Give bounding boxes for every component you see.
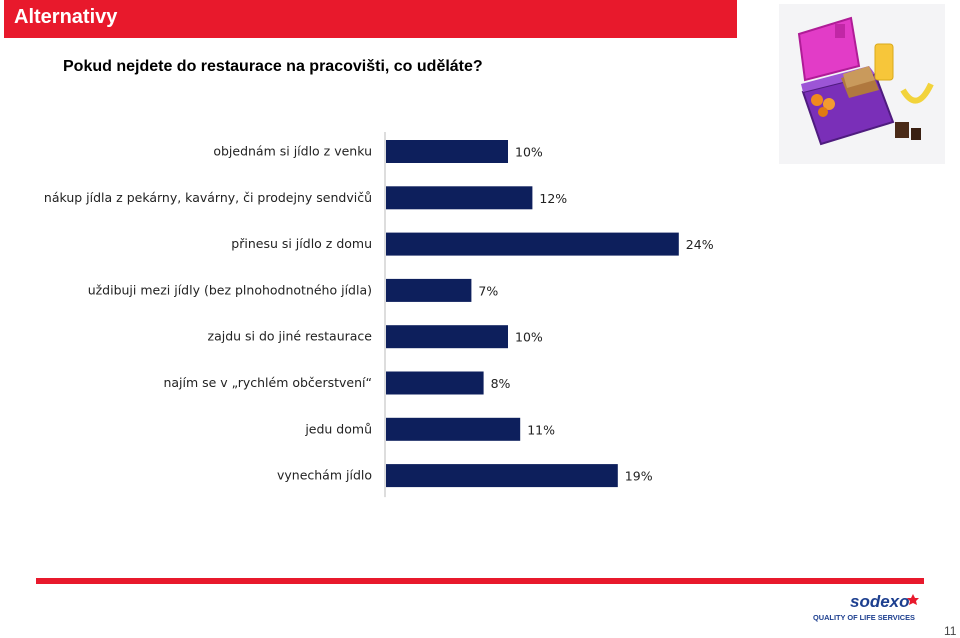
bar [386, 278, 472, 302]
category-label: objednám si jídlo z venku [213, 144, 372, 159]
value-label: 7% [478, 283, 498, 298]
value-label: 10% [515, 330, 543, 345]
sodexo-logo: sodexo QUALITY OF LIFE SERVICES [813, 592, 919, 622]
bar [386, 232, 679, 256]
category-label: zajdu si do jiné restaurace [208, 329, 373, 344]
bar [386, 464, 618, 488]
bar [386, 371, 484, 395]
value-label: 11% [527, 422, 555, 437]
bar [386, 417, 521, 441]
category-label: vynechám jídlo [277, 468, 372, 483]
category-label: jedu domů [304, 421, 372, 436]
category-label: uždibuji mezi jídly (bez plnohodnotného … [88, 282, 372, 297]
category-label: najím se v „rychlém občerstvení“ [163, 375, 372, 390]
page-number: 11 [944, 624, 957, 638]
bar [386, 186, 533, 210]
question-text: Pokud nejdete do restaurace na pracovišt… [63, 58, 483, 75]
svg-text:QUALITY OF LIFE SERVICES: QUALITY OF LIFE SERVICES [813, 613, 915, 622]
lunchbox-photo [779, 4, 945, 164]
category-label: nákup jídla z pekárny, kavárny, či prode… [44, 190, 372, 205]
value-label: 8% [491, 376, 511, 391]
category-label: přinesu si jídlo z domu [231, 236, 372, 251]
bottom-divider [36, 578, 924, 584]
bar [386, 140, 508, 163]
value-label: 10% [515, 145, 543, 160]
page-title: Alternativy [14, 6, 118, 28]
svg-text:sodexo: sodexo [850, 592, 910, 611]
value-label: 24% [686, 237, 714, 252]
title-bar: Alternativy [4, 0, 737, 38]
value-label: 19% [625, 469, 653, 484]
bar [386, 325, 508, 349]
value-label: 12% [539, 191, 567, 206]
